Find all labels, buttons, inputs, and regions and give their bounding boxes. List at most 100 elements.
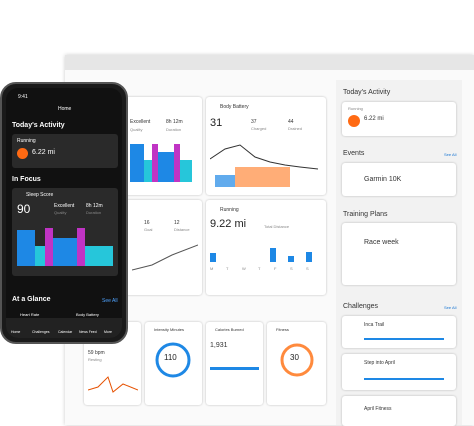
sleep-card: Excellent Quality 8h 12m Duration — [118, 97, 202, 195]
day: T — [258, 266, 261, 271]
challenge-card: April Fitness — [342, 396, 456, 426]
nav-item[interactable]: Calendar — [58, 330, 73, 334]
label: Duration — [86, 210, 102, 215]
challenge-card: Step into April — [342, 354, 456, 390]
sleep-chart — [130, 142, 192, 182]
label: Goal — [144, 227, 153, 232]
text: Excellent — [54, 203, 75, 209]
screen-title: Home — [58, 106, 72, 112]
activity-card: Running 6.22 mi — [342, 102, 456, 136]
value: 90 — [17, 202, 31, 216]
running-card: Running 9.22 mi Total Distance M T W T F… — [206, 200, 326, 295]
card-title: Body Battery — [220, 104, 249, 110]
value: 44 — [288, 119, 294, 125]
steps-chart — [132, 244, 198, 271]
section-title: Challenges — [343, 303, 379, 310]
text: Duration — [166, 127, 182, 132]
label: Resting — [88, 357, 102, 362]
link[interactable]: See All — [102, 298, 118, 304]
card-title: Calories Burned — [215, 327, 244, 332]
card-title: Fitness — [276, 327, 289, 332]
run-bars — [210, 248, 314, 262]
status-time: 9:41 — [18, 94, 28, 100]
value: 16 — [144, 220, 150, 226]
text: 8h 12m — [166, 119, 183, 125]
sleep-card: Sleep Score 90 Excellent Quality 8h 12m … — [12, 188, 118, 276]
intensity-card: Intensity Minutes 110 — [145, 322, 202, 405]
window-bar — [65, 55, 474, 70]
nav-item[interactable]: Home — [11, 330, 21, 334]
day: T — [226, 266, 229, 271]
text: April Fitness — [364, 406, 392, 412]
day: F — [274, 266, 277, 271]
day: M — [210, 266, 214, 271]
day: W — [242, 266, 246, 271]
nav-item[interactable]: Challenges — [32, 330, 50, 334]
steps-card: 16 Goal 12 Distance — [118, 200, 202, 295]
text: Race week — [364, 239, 399, 246]
text: Excellent — [130, 119, 151, 125]
text: 6.22 mi — [364, 116, 384, 122]
value: 59 bpm — [88, 350, 105, 356]
fitness-card: Fitness 30 — [267, 322, 326, 405]
value: 9.22 mi — [210, 218, 247, 230]
value: 37 — [251, 119, 257, 125]
battery-chart — [210, 144, 319, 187]
value: 31 — [210, 117, 223, 129]
text: Garmin 10K — [364, 176, 402, 183]
progress — [364, 338, 444, 340]
label: Charged — [251, 126, 267, 131]
day: S — [290, 266, 293, 271]
icon — [348, 115, 360, 127]
challenge-card: Inca Trail — [342, 316, 456, 348]
ring — [155, 342, 191, 378]
value: 12 — [174, 220, 180, 226]
hr-chart — [88, 376, 138, 393]
section-title: Training Plans — [343, 211, 388, 218]
label: Total Distance — [264, 224, 290, 229]
nav-item[interactable]: News Feed — [79, 330, 97, 334]
phone: 9:41 Home Today's Activity Running 6.22 … — [0, 82, 128, 344]
body-battery-card: Body Battery 31 37 Charged 44 Drained — [206, 97, 326, 195]
event-card: Garmin 10K — [342, 163, 456, 196]
section-title: Today's Activity — [12, 122, 65, 129]
text: Running — [348, 106, 363, 111]
section-title: At a Glance — [12, 296, 51, 303]
value: 30 — [290, 353, 299, 362]
nav-bar: Home Challenges Calendar News Feed More — [6, 318, 122, 338]
ring — [280, 343, 314, 377]
progress — [364, 378, 444, 380]
activity-card: Running 6.22 mi — [12, 134, 118, 168]
section-title: In Focus — [12, 176, 41, 183]
phone-screen: 9:41 Home Today's Activity Running 6.22 … — [6, 88, 122, 338]
text: 6.22 mi — [32, 149, 55, 156]
text: Running — [17, 138, 36, 144]
label: Drained — [288, 126, 303, 131]
text: Step into April — [364, 360, 395, 366]
glance-item: Heart Rate — [20, 312, 40, 317]
link[interactable]: See All — [444, 152, 457, 157]
value: 1,931 — [210, 342, 228, 349]
text: Inca Trail — [364, 322, 385, 328]
icon — [17, 148, 28, 159]
label: Distance — [174, 227, 190, 232]
text: Sleep Score — [26, 192, 54, 198]
day: S — [306, 266, 309, 271]
glance-item: Body Battery — [76, 312, 99, 317]
right-panel: Today's Activity Running 6.22 mi Events … — [336, 80, 462, 426]
nav-item[interactable]: More — [104, 330, 112, 334]
label: Quality — [54, 210, 67, 215]
plan-card: Race week — [342, 223, 456, 285]
text: 8h 12m — [86, 203, 103, 209]
card-title: Running — [220, 207, 239, 213]
card-title: Intensity Minutes — [154, 327, 185, 332]
section-title: Today's Activity — [343, 89, 391, 96]
calories-card: Calories Burned 1,931 — [206, 322, 263, 405]
text: Quality — [130, 127, 143, 132]
value: 110 — [164, 353, 177, 362]
sleep-chart — [17, 226, 113, 266]
section-title: Events — [343, 150, 365, 157]
link[interactable]: See All — [444, 305, 457, 310]
progress — [210, 367, 259, 370]
